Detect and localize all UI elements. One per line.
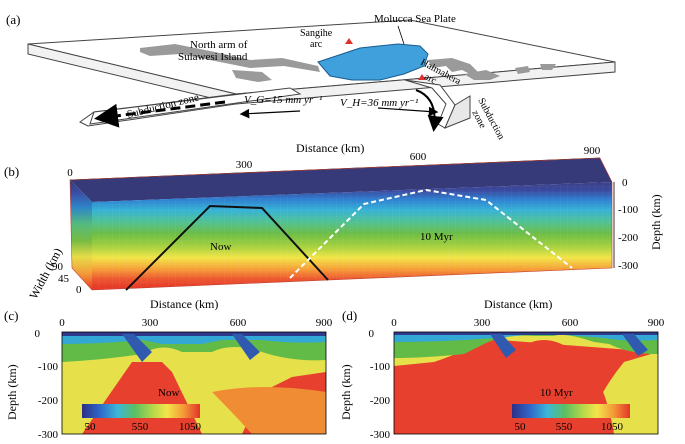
depth-label: Depth (km): [649, 194, 663, 250]
block-side-face: [70, 180, 92, 290]
panel-d-ytick-0: 0: [369, 328, 375, 340]
depth-tick-0: 0: [622, 177, 628, 189]
block-top-face: [70, 158, 612, 202]
panel-c-ylabel-text: Depth (km): [5, 364, 19, 420]
arm-label-line1: North arm of: [190, 39, 248, 51]
sulawesi-island: [140, 44, 320, 72]
panel-a: (a) Molucca Sea Plate North arm of Sulaw…: [6, 12, 616, 142]
panel-c-ytick-3: -300: [38, 429, 59, 441]
panel-d-frame: [393, 331, 659, 435]
depth-label-text: Depth (km): [649, 194, 663, 250]
panel-c-plot: [62, 332, 326, 434]
panel-b-xlabel: Distance (km): [296, 141, 364, 155]
plate-label: Molucca Sea Plate: [374, 13, 456, 25]
block-outline: [69, 157, 613, 291]
sulawesi-southern-arm: [232, 70, 272, 82]
left-motion-arrow: [94, 100, 226, 128]
depth-tick-2: -200: [618, 232, 639, 244]
right-slab-side: [444, 95, 471, 129]
panel-c-xtick-0: 0: [59, 317, 65, 329]
panel-c-cbar-tick-2: 1050: [179, 421, 202, 433]
plate-leader-line: [397, 25, 405, 45]
future-label: 10 Myr: [420, 231, 453, 243]
panel-c-cbar-tick-0: 50: [85, 421, 97, 433]
panel-c-colorbar: [82, 404, 200, 418]
velocity-h-label: V_H=36 mm yr⁻¹: [340, 97, 418, 109]
panel-c-label: (c): [4, 308, 18, 323]
panel-c-ytick-0: 0: [35, 328, 41, 340]
panel-b-xtick-2: 600: [410, 151, 427, 163]
panel-c-xtick-2: 600: [230, 317, 247, 329]
panel-b-xtick-3: 900: [584, 145, 601, 157]
panel-c-frame: [61, 331, 327, 435]
panel-d-colorbar: [512, 404, 630, 418]
panel-c-title: Now: [158, 387, 179, 399]
panel-c-xtick-3: 900: [316, 317, 333, 329]
block-grid: [92, 182, 612, 290]
panel-c: (c) Distance (km) 0 300 600 900 Depth (k…: [4, 297, 333, 441]
depth-tick-3: -300: [618, 260, 639, 272]
panel-d-xtick-2: 600: [562, 317, 579, 329]
panel-d-title: 10 Myr: [540, 387, 573, 399]
panel-b-xtick-1: 300: [236, 159, 253, 171]
panel-c-cold-zone: [62, 332, 326, 336]
right-motion-arrow: [415, 89, 444, 132]
panel-d-xtick-1: 300: [474, 317, 491, 329]
now-label: Now: [210, 241, 231, 253]
panel-d-ylabel-text: Depth (km): [339, 364, 353, 420]
arm-label-line2: Sulawesi Island: [178, 51, 248, 63]
depth-tick-1: -100: [618, 204, 639, 216]
width-tick-1: 45: [58, 273, 70, 285]
panel-a-label: (a): [6, 12, 20, 27]
profile-10myr: [289, 188, 573, 279]
panel-c-slabs: [122, 334, 260, 362]
width-tick-0: 90: [52, 261, 64, 273]
halmahera-label-line2: arc: [422, 71, 438, 87]
panel-d-cold-zone: [394, 332, 658, 335]
panel-d-xtick-0: 0: [391, 317, 397, 329]
panel-d-ylabel: Depth (km): [339, 364, 353, 420]
panel-b: (b) Distance (km) 0 300 600 900 Now 10 M…: [4, 141, 663, 301]
sangihe-label-line1: Sangihe: [300, 28, 333, 39]
panel-d-ytick-3: -300: [370, 429, 391, 441]
subduction-right-label: Subduction zone: [469, 96, 506, 141]
panel-d-ytick-1: -100: [370, 361, 391, 373]
panel-d-plot: [394, 332, 658, 434]
panel-c-ytick-2: -200: [38, 395, 59, 407]
sangihe-label-line2: arc: [310, 39, 323, 50]
halmahera-volcano-marker: [418, 74, 426, 80]
profile-now: [125, 204, 329, 291]
vg-arrow: [239, 108, 301, 119]
panel-d-cbar-tick-1: 550: [556, 421, 573, 433]
panel-d-slabs: [490, 334, 648, 358]
panel-d-xlabel: Distance (km): [484, 297, 552, 311]
panel-c-xlabel: Distance (km): [150, 297, 218, 311]
molucca-sea-plate: [317, 43, 429, 81]
panel-b-xtick-0: 0: [67, 167, 73, 179]
panel-d-label: (d): [342, 308, 357, 323]
panel-c-hot-lobe: [212, 387, 326, 434]
vh-arrow: [377, 106, 439, 117]
small-islands: [515, 64, 556, 74]
width-tick-2: 0: [76, 284, 82, 296]
sangihe-volcano-marker: [345, 38, 353, 44]
panel-c-ytick-1: -100: [38, 361, 59, 373]
panel-d-cbar-tick-2: 1050: [601, 421, 624, 433]
panel-c-warm-zone: [62, 332, 326, 434]
halmahera-arm: [464, 70, 500, 80]
panel-b-label: (b): [4, 164, 19, 179]
halmahera-island: [428, 58, 478, 74]
panel-d: (d) Distance (km) 0 300 600 900 Depth (k…: [339, 297, 665, 441]
panel-c-xtick-1: 300: [142, 317, 159, 329]
panel-d-ytick-2: -200: [370, 395, 391, 407]
panel-d-cbar-tick-0: 50: [515, 421, 527, 433]
panel-d-xtick-3: 900: [648, 317, 665, 329]
panel-c-ylabel: Depth (km): [5, 364, 19, 420]
panel-c-cbar-tick-1: 550: [132, 421, 149, 433]
velocity-g-label: V_G=15 mm yr⁻¹: [244, 94, 322, 106]
